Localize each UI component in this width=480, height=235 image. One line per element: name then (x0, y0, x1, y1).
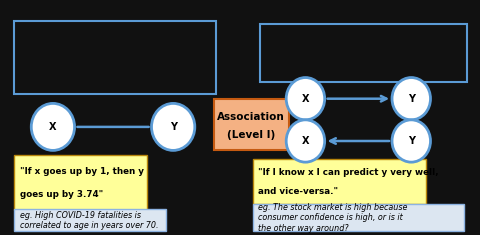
Text: eg. High COVID-19 fatalities is
correlated to age in years over 70.: eg. High COVID-19 fatalities is correlat… (20, 211, 158, 230)
Text: "If x goes up by 1, then y: "If x goes up by 1, then y (20, 167, 144, 176)
Bar (252, 159, 425, 204)
Text: goes up by 3.74": goes up by 3.74" (20, 190, 103, 199)
Ellipse shape (151, 103, 194, 150)
Ellipse shape (391, 78, 430, 120)
Text: (Level I): (Level I) (227, 130, 275, 140)
Text: X: X (301, 136, 309, 146)
Text: Y: Y (407, 136, 414, 146)
Bar (14, 209, 166, 231)
Text: Y: Y (407, 94, 414, 104)
Ellipse shape (31, 103, 74, 150)
Bar (259, 24, 466, 82)
Ellipse shape (286, 120, 324, 162)
Ellipse shape (391, 120, 430, 162)
Ellipse shape (286, 78, 324, 120)
Text: and vice-versa.": and vice-versa." (258, 187, 338, 196)
Text: Association: Association (217, 112, 285, 122)
Text: Y: Y (169, 122, 176, 132)
Text: "If I know x I can predict y very well,: "If I know x I can predict y very well, (258, 168, 438, 177)
Text: eg. The stock market is high because
consumer confidence is high, or is it
the o: eg. The stock market is high because con… (258, 203, 407, 233)
Bar (214, 99, 288, 150)
Text: X: X (49, 122, 57, 132)
Bar (14, 21, 216, 94)
Bar (14, 155, 146, 210)
Text: X: X (301, 94, 309, 104)
Bar (252, 204, 463, 231)
